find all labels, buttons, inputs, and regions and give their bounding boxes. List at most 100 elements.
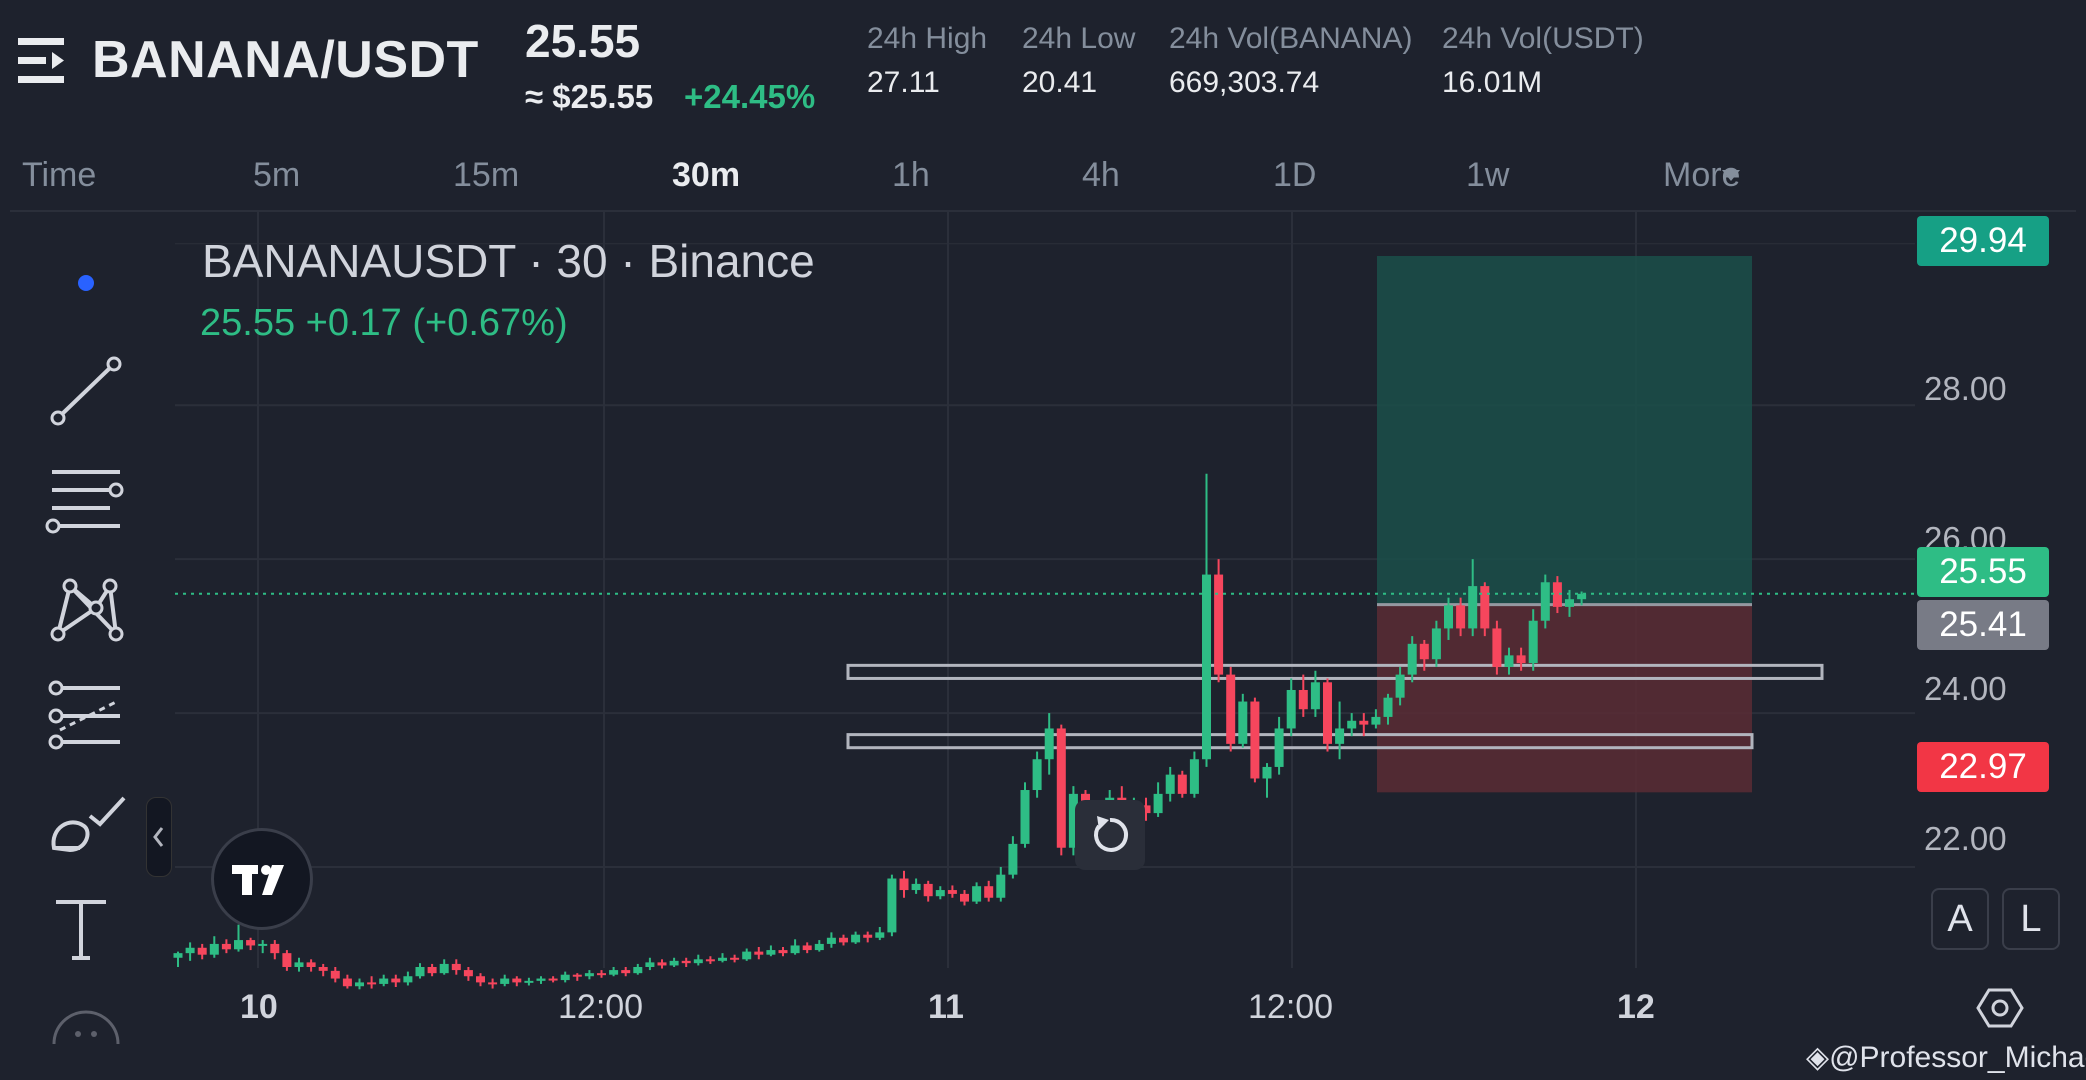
candle-body — [851, 934, 861, 943]
candle-body — [1419, 643, 1429, 660]
text-tool-icon[interactable] — [40, 892, 130, 972]
candle-body — [1214, 574, 1224, 675]
candle — [488, 978, 498, 989]
candle-body — [1177, 774, 1187, 794]
drawing-toolbar — [8, 212, 163, 1052]
candle-body — [391, 978, 401, 983]
candle-body — [730, 957, 740, 960]
forecast-tool-icon[interactable] — [40, 676, 130, 756]
candle — [790, 939, 800, 955]
candle — [1298, 674, 1308, 717]
candle-body — [1056, 728, 1066, 848]
candle — [778, 946, 788, 957]
candle-body — [1504, 655, 1514, 667]
candle — [996, 866, 1006, 902]
candle-body — [609, 970, 619, 975]
candle-body — [342, 978, 352, 987]
candle — [1528, 609, 1538, 671]
tab-1w[interactable]: 1w — [1466, 156, 1510, 194]
candle — [209, 936, 219, 958]
candle — [826, 932, 836, 948]
candle-body — [282, 953, 292, 967]
candle-body — [451, 963, 461, 971]
candle — [1516, 647, 1526, 671]
candle-body — [330, 970, 340, 979]
menu-icon[interactable] — [18, 38, 68, 84]
candle — [439, 959, 449, 975]
log-scale-button[interactable]: L — [2002, 888, 2060, 950]
pair-title[interactable]: BANANA/USDT — [92, 31, 479, 89]
candle-body — [1262, 766, 1272, 779]
tab-1h[interactable]: 1h — [892, 156, 930, 194]
trend-line-icon[interactable] — [40, 350, 130, 430]
candle-body — [754, 951, 764, 955]
chevron-down-icon[interactable] — [1722, 170, 1740, 181]
candle — [730, 954, 740, 963]
brush-icon[interactable] — [40, 788, 130, 868]
tab-15m[interactable]: 15m — [453, 156, 520, 194]
candle — [270, 940, 280, 960]
chart-legend-title: BANANAUSDT · 30 · Binance — [202, 235, 815, 287]
candle-body — [669, 960, 679, 966]
tab-4h[interactable]: 4h — [1082, 156, 1120, 194]
candle — [1492, 620, 1502, 675]
candle — [947, 885, 957, 898]
candle-body — [1335, 728, 1345, 744]
toolbar-collapse-button[interactable] — [146, 797, 172, 877]
candle — [391, 974, 401, 988]
candle-body — [524, 980, 534, 983]
candle-body — [984, 886, 994, 898]
candle — [621, 967, 631, 977]
tab-5m[interactable]: 5m — [253, 156, 301, 194]
candle-body — [355, 982, 364, 987]
settings-icon[interactable] — [1976, 984, 2024, 1032]
candle-body — [1250, 701, 1260, 779]
tab-time[interactable]: Time — [22, 156, 97, 194]
candle-body — [270, 943, 280, 954]
candle — [560, 971, 570, 983]
candle — [463, 967, 473, 981]
candle — [512, 976, 522, 987]
stat-vol-quote-value: 16.01M — [1442, 66, 1543, 99]
candle — [1008, 836, 1018, 879]
candle — [306, 959, 316, 972]
candle-body — [935, 890, 945, 897]
candle — [221, 939, 231, 954]
fib-levels-icon[interactable] — [40, 460, 130, 540]
stat-vol-quote-label: 24h Vol(USDT) — [1442, 22, 1644, 55]
usd-equivalent: ≈ $25.55 — [525, 78, 654, 115]
candle — [597, 970, 606, 978]
candle-body — [887, 878, 897, 933]
candle-body — [1153, 793, 1163, 814]
candle — [403, 971, 413, 986]
candle-body — [778, 950, 788, 954]
candle — [911, 878, 921, 894]
candle — [1407, 636, 1417, 683]
candle — [1202, 473, 1211, 767]
candle — [960, 890, 969, 906]
candle-body — [1383, 697, 1393, 717]
candle — [657, 959, 667, 969]
candle — [197, 943, 207, 960]
candle-body — [621, 970, 631, 974]
candle-body — [1141, 805, 1151, 814]
candle — [355, 978, 364, 990]
candle-body — [826, 937, 836, 944]
more-tools-icon[interactable] — [50, 1004, 122, 1044]
candle-body — [1286, 689, 1296, 729]
pattern-tool-icon[interactable] — [40, 570, 130, 650]
tab-1d[interactable]: 1D — [1273, 156, 1317, 194]
auto-scale-button[interactable]: A — [1931, 888, 1989, 950]
candle — [669, 957, 679, 967]
reset-chart-button[interactable] — [1075, 800, 1145, 870]
candle — [415, 963, 425, 979]
candle — [367, 976, 377, 989]
candle-body — [1407, 643, 1417, 675]
tab-30m[interactable]: 30m — [672, 156, 741, 194]
candle — [536, 976, 546, 984]
stat-24h-high-value: 27.11 — [867, 66, 940, 99]
reset-icon — [1094, 816, 1129, 852]
candle-body — [657, 962, 667, 966]
candle — [839, 934, 848, 946]
